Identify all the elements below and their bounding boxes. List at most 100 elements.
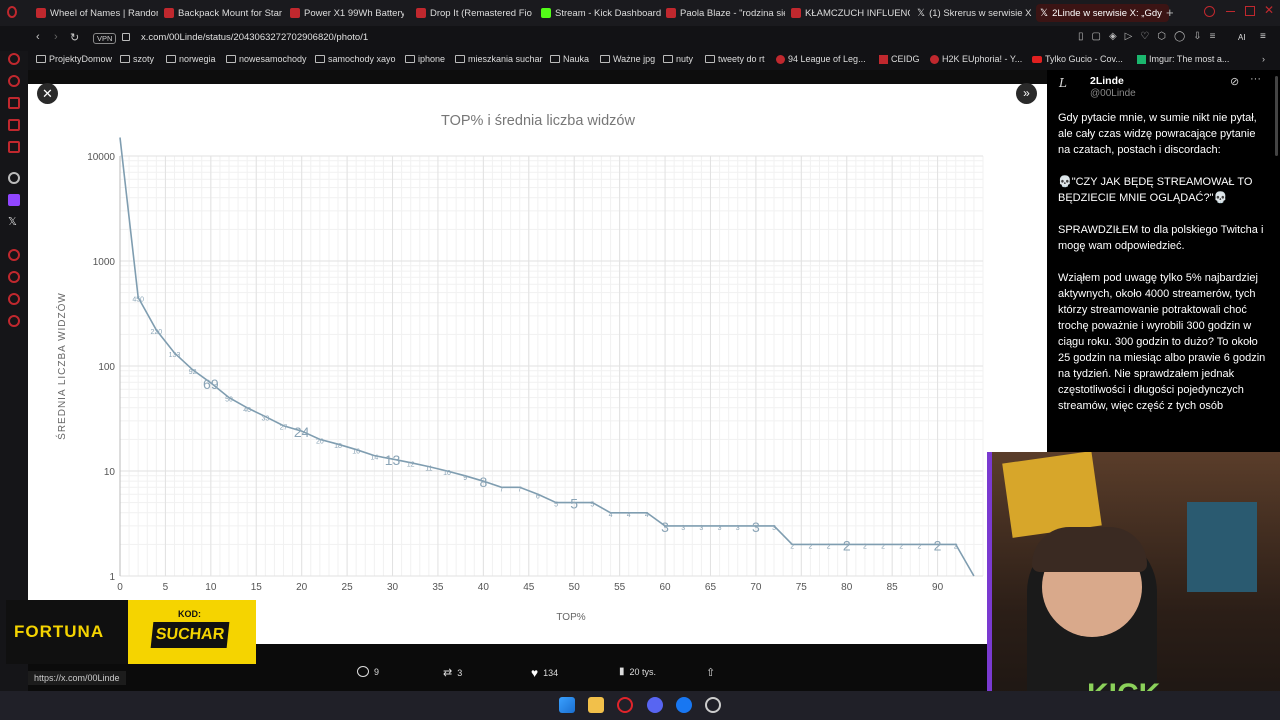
bookmark-mieszkania-suchar[interactable]: mieszkania suchar	[455, 54, 543, 64]
download-icon[interactable]	[8, 293, 20, 305]
x-icon[interactable]: 𝕏	[8, 216, 17, 228]
favicon-icon	[879, 54, 888, 64]
chatgpt-icon[interactable]	[8, 172, 20, 184]
x-tick-label: 80	[841, 582, 853, 593]
data-label: 3	[752, 519, 760, 535]
minimize-button[interactable]	[1226, 11, 1235, 12]
grok-icon[interactable]: ⊘	[1230, 76, 1240, 88]
bookmark-imgur[interactable]: Imgur: The most a...	[1137, 54, 1229, 64]
aria-icon[interactable]	[8, 53, 20, 65]
history-icon[interactable]	[8, 75, 20, 87]
reload-icon[interactable]: ↻	[70, 32, 80, 44]
tab-wheel-of-names[interactable]: Wheel of Names | Random	[32, 4, 158, 22]
messenger-icon[interactable]	[8, 119, 20, 131]
x-tick-label: 35	[432, 582, 444, 593]
tab-drop-it[interactable]: Drop It (Remastered Fioc	[412, 4, 532, 22]
data-label: 3	[699, 525, 703, 532]
menu-icon[interactable]: ≡	[1260, 31, 1266, 42]
opera-logo-icon[interactable]	[7, 6, 17, 18]
tab-favicon-icon	[164, 8, 174, 18]
folder-icon	[455, 55, 465, 63]
player-icon[interactable]	[8, 249, 20, 261]
data-label: 50	[225, 397, 233, 404]
messenger-taskbar-icon[interactable]	[676, 697, 692, 713]
wallet-icon[interactable]	[8, 97, 20, 109]
folder-icon	[663, 55, 673, 63]
bookmark-wazne-jpg[interactable]: Ważne jpg	[600, 54, 655, 64]
author-avatar[interactable]: L	[1059, 76, 1067, 90]
maximize-button[interactable]	[1245, 6, 1255, 16]
data-label: 3	[772, 525, 776, 532]
tab-backpack-mount[interactable]: Backpack Mount for Star	[160, 4, 283, 22]
data-label: 2	[843, 537, 851, 553]
repost-button[interactable]: ⇄ 3	[443, 667, 463, 679]
ai-button[interactable]: AI	[1238, 33, 1246, 42]
bookmark-szoty[interactable]: szoty	[120, 54, 154, 64]
bookmark-nauka[interactable]: Nauka	[550, 54, 589, 64]
tweet-paragraph: Wziąłem pod uwagę tylko 5% najbardziej a…	[1058, 272, 1266, 412]
folder-icon	[405, 55, 415, 63]
author-handle[interactable]: @00Linde	[1090, 88, 1136, 99]
search-icon[interactable]	[1204, 6, 1215, 17]
x-tick-label: 0	[117, 582, 123, 593]
x-icon: 𝕏	[1040, 7, 1049, 19]
bookmark-nuty[interactable]: nuty	[663, 54, 693, 64]
new-tab-button[interactable]: +	[1166, 5, 1174, 20]
author-name[interactable]: 2Linde	[1090, 75, 1124, 87]
x-tick-label: 60	[659, 582, 671, 593]
discord-icon[interactable]	[647, 697, 663, 713]
bookmark-projektydomow[interactable]: ProjektyDomow	[36, 54, 112, 64]
like-button[interactable]: ♥ 134	[531, 666, 559, 680]
bookmark-league-of-legends[interactable]: 94 League of Leg...	[776, 54, 866, 64]
bookmark-ceidg[interactable]: CEIDG	[879, 54, 920, 64]
forward-icon[interactable]: ›	[54, 31, 58, 43]
x-tick-label: 65	[705, 582, 717, 593]
back-icon[interactable]: ‹	[36, 31, 40, 43]
close-viewer-button[interactable]: ✕	[37, 83, 58, 104]
clock-icon[interactable]	[8, 271, 20, 283]
tab-2linde-active[interactable]: 𝕏 2Linde w serwisie X: „Gdy	[1036, 4, 1169, 22]
more-options-icon[interactable]: ···	[1250, 73, 1261, 85]
share-icon[interactable]: ⇧	[706, 667, 716, 679]
tab-favicon-icon	[791, 8, 801, 18]
settings-icon[interactable]	[8, 315, 20, 327]
tab-kick-dashboard[interactable]: Stream - Kick Dashboard	[537, 4, 663, 22]
expand-panel-button[interactable]: »	[1016, 83, 1037, 104]
data-label: 24	[294, 424, 310, 440]
close-window-button[interactable]: ✕	[1264, 3, 1275, 17]
bookmark-h2k[interactable]: H2K EUphoria! - Y...	[930, 54, 1022, 64]
windows-taskbar	[0, 691, 1280, 720]
windows-start-icon[interactable]	[559, 697, 575, 713]
bookmarks-more-icon[interactable]: ›	[1262, 54, 1265, 64]
reply-button[interactable]: 9	[357, 666, 379, 677]
bookmark-tylko-gucio[interactable]: Tylko Gucio - Cov...	[1032, 54, 1123, 64]
bookmark-samochody-xayo[interactable]: samochody xayo	[315, 54, 396, 64]
data-label: 3	[661, 519, 669, 535]
bookmark-norwegia[interactable]: norwegia	[166, 54, 216, 64]
vpn-badge[interactable]: VPN	[93, 33, 117, 44]
bookmark-nowesamochody[interactable]: nowesamochody	[226, 54, 307, 64]
data-label: 4	[627, 512, 631, 519]
data-label: 12	[407, 462, 415, 469]
data-label: 7	[518, 486, 522, 493]
data-label: 69	[203, 376, 219, 392]
tab-power-battery[interactable]: Power X1 99Wh Battery |	[286, 4, 404, 22]
y-axis-label: ŚREDNIA LICZBA WIDZÓW	[55, 292, 68, 440]
mail-icon[interactable]	[8, 141, 20, 153]
views-button[interactable]: ▮ 20 tys.	[619, 666, 657, 677]
twitch-icon[interactable]	[8, 194, 20, 206]
data-label: 5	[590, 502, 594, 509]
url-field[interactable]: x.com/00Linde/status/2043063272702906820…	[141, 32, 369, 43]
tab-skrerus[interactable]: 𝕏 (1) Skrerus w serwisie X	[917, 7, 1032, 19]
tab-klamczuch[interactable]: KŁAMCZUCH INFLUENCE	[787, 4, 910, 22]
data-label: 33	[261, 416, 269, 423]
toolbar-icons[interactable]: ▯▢◈▷♡⬡◯⇩≡	[1078, 31, 1224, 42]
folder-icon	[550, 55, 560, 63]
bookmark-iphone[interactable]: iphone	[405, 54, 445, 64]
file-explorer-icon[interactable]	[588, 697, 604, 713]
bookmark-tweety-do-rt[interactable]: tweety do rt	[705, 54, 765, 64]
opera-taskbar-icon[interactable]	[617, 697, 633, 713]
scrollbar[interactable]	[1275, 76, 1278, 156]
steam-icon[interactable]	[705, 697, 721, 713]
tab-paola-blaze[interactable]: Paola Blaze - "rodzina się	[662, 4, 785, 22]
